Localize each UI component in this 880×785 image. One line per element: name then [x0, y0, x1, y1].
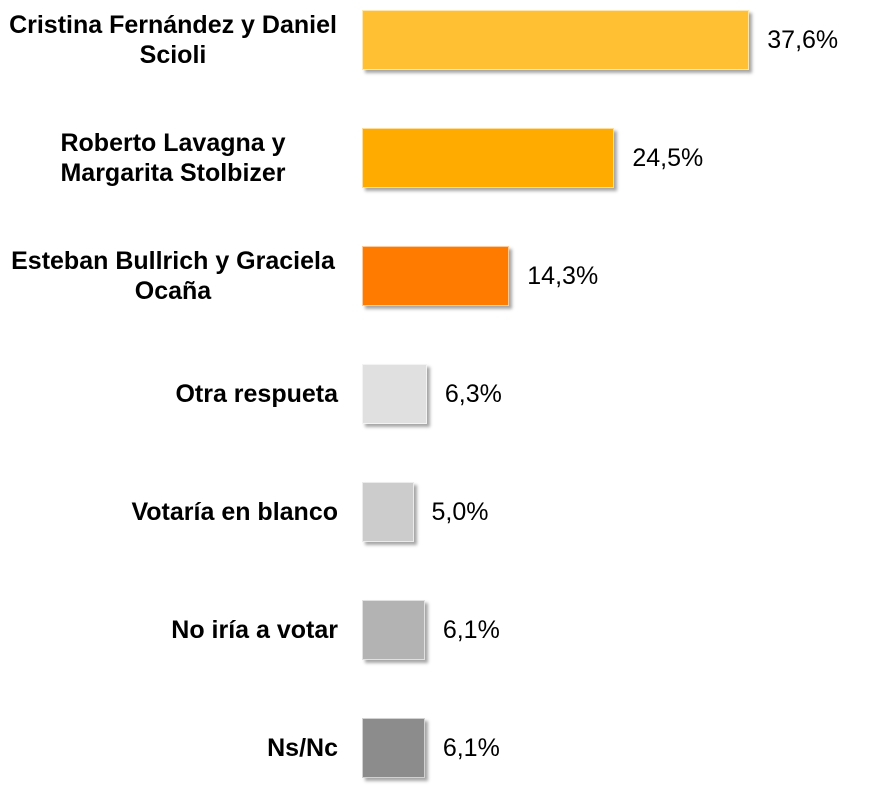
category-text: Otra respueta: [175, 380, 338, 408]
category-label: Roberto Lavagna y Margarita Stolbizer: [0, 128, 338, 188]
value-label: 14,3%: [527, 262, 599, 290]
value-label: 5,0%: [431, 498, 489, 526]
category-text: Ns/Nc: [267, 734, 338, 762]
bar: [362, 718, 425, 778]
category-text: Esteban Bullrich y Graciela Ocaña: [11, 247, 335, 305]
category-label: Esteban Bullrich y Graciela Ocaña: [0, 246, 338, 306]
category-label: Ns/Nc: [0, 718, 338, 778]
category-text: Votaría en blanco: [131, 498, 338, 526]
bar: [362, 482, 414, 542]
bar: [362, 600, 425, 660]
value-label: 6,1%: [442, 616, 500, 644]
value-label: 6,3%: [444, 380, 502, 408]
category-text: No iría a votar: [171, 616, 338, 644]
category-text: Cristina Fernández y Daniel Scioli: [9, 11, 337, 69]
category-label: No iría a votar: [0, 600, 338, 660]
category-label: Votaría en blanco: [0, 482, 338, 542]
category-label: Cristina Fernández y Daniel Scioli: [0, 10, 338, 70]
bar: [362, 10, 750, 70]
bar: [362, 246, 510, 306]
value-label: 24,5%: [632, 144, 704, 172]
value-label: 6,1%: [442, 734, 500, 762]
bar: [362, 128, 615, 188]
category-text: Roberto Lavagna y Margarita Stolbizer: [60, 129, 286, 187]
value-label: 37,6%: [767, 26, 839, 54]
bar: [362, 364, 427, 424]
category-label: Otra respueta: [0, 364, 338, 424]
